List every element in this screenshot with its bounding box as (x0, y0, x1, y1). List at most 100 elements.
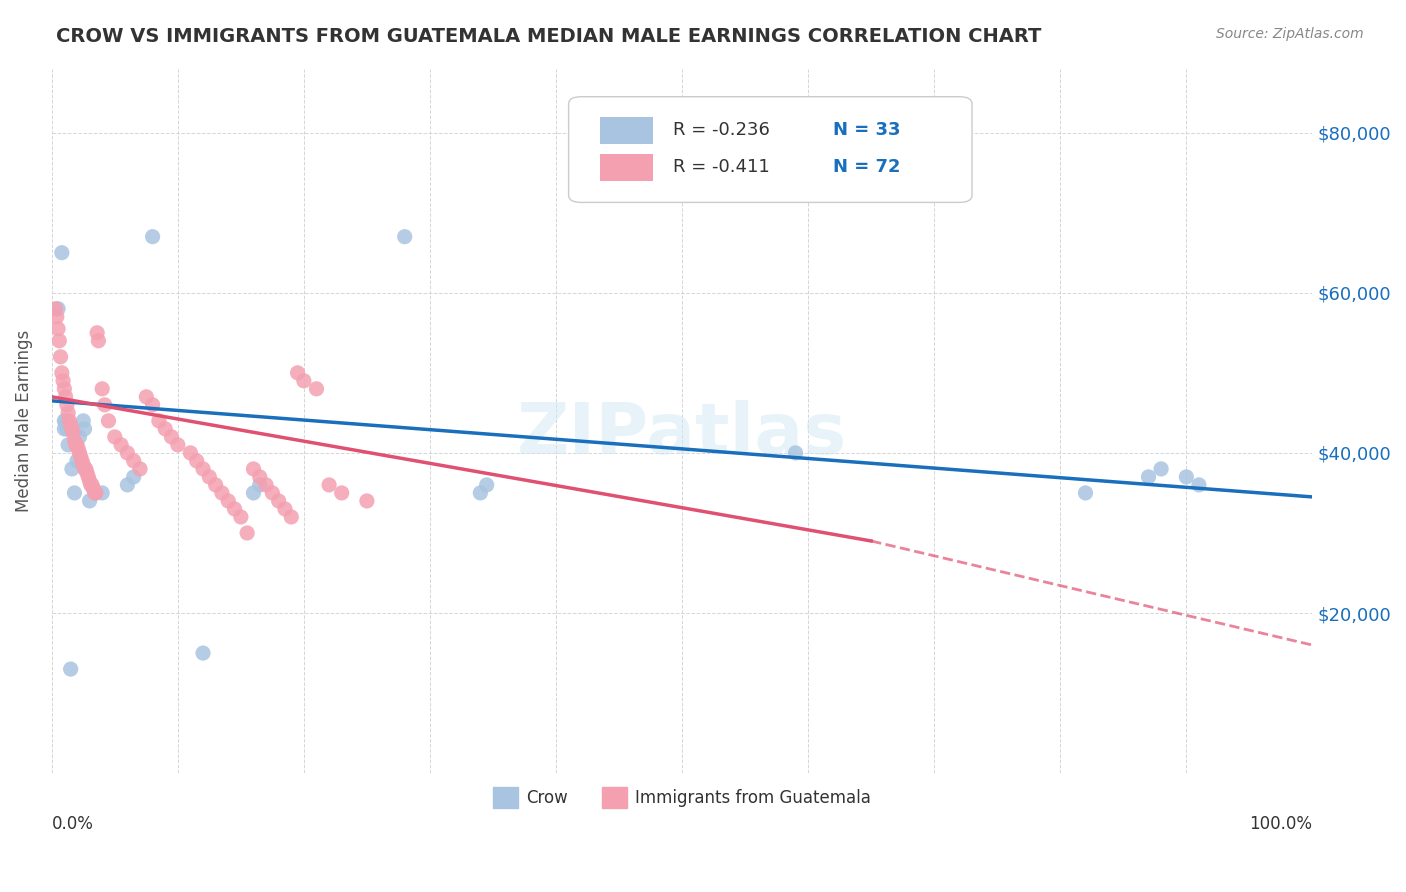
Point (236, 525, 259, 540)
Point (84, 486, 107, 500)
Point (242, 462, 264, 476)
Point (72, 458, 94, 472)
Point (198, 470, 221, 484)
Point (75, 462, 97, 476)
Point (72, 414, 94, 428)
Point (186, 454, 208, 468)
Point (73, 462, 96, 476)
Point (356, 494, 378, 508)
Point (129, 462, 152, 476)
Point (53, 414, 76, 428)
Point (46, 322, 69, 336)
Point (254, 478, 277, 492)
Point (1137, 470, 1160, 484)
Point (224, 502, 246, 516)
Point (191, 646, 214, 660)
Point (394, 229, 416, 244)
Point (274, 502, 297, 516)
Point (318, 478, 340, 492)
Point (91, 486, 114, 500)
Point (79, 494, 101, 508)
FancyBboxPatch shape (568, 96, 972, 202)
Point (191, 462, 214, 476)
Point (122, 454, 145, 468)
Point (76, 466, 98, 480)
Point (87, 334, 110, 348)
Point (60, 422, 83, 436)
Point (217, 494, 239, 508)
Point (155, 422, 177, 436)
Point (45, 310, 67, 324)
Point (229, 510, 252, 524)
Legend: Crow, Immigrants from Guatemala: Crow, Immigrants from Guatemala (486, 780, 877, 814)
Point (179, 446, 201, 460)
Point (56, 438, 79, 452)
Point (262, 486, 284, 500)
Point (91, 382, 114, 396)
Point (70, 454, 93, 468)
Point (55, 390, 77, 404)
Point (79, 474, 101, 488)
Point (56, 398, 79, 412)
Point (77, 470, 100, 484)
Point (83, 486, 105, 500)
Point (53, 382, 76, 396)
Text: Source: ZipAtlas.com: Source: ZipAtlas.com (1216, 27, 1364, 41)
Point (117, 446, 139, 460)
Point (267, 494, 290, 508)
Point (330, 486, 353, 500)
Point (66, 454, 89, 468)
Point (80, 478, 103, 492)
Point (249, 478, 271, 492)
Point (117, 478, 139, 492)
FancyBboxPatch shape (600, 117, 652, 144)
Point (69, 450, 91, 464)
Point (86, 326, 108, 340)
Point (242, 486, 264, 500)
Text: N = 72: N = 72 (834, 158, 901, 177)
Y-axis label: Median Male Earnings: Median Male Earnings (15, 330, 32, 512)
Point (67, 442, 90, 456)
Point (470, 486, 492, 500)
Point (204, 478, 226, 492)
Point (69, 446, 91, 460)
Point (51, 245, 73, 260)
Text: R = -0.236: R = -0.236 (673, 120, 770, 139)
Point (1074, 486, 1097, 500)
Point (104, 430, 127, 444)
Point (148, 414, 170, 428)
Point (53, 422, 76, 436)
Point (65, 438, 87, 452)
Point (160, 430, 183, 444)
Text: CROW VS IMMIGRANTS FROM GUATEMALA MEDIAN MALE EARNINGS CORRELATION CHART: CROW VS IMMIGRANTS FROM GUATEMALA MEDIAN… (56, 27, 1042, 45)
Point (69, 430, 91, 444)
Point (63, 486, 86, 500)
Point (305, 382, 328, 396)
Point (1175, 470, 1198, 484)
FancyBboxPatch shape (600, 154, 652, 181)
Text: 100.0%: 100.0% (1250, 815, 1312, 833)
Point (211, 486, 233, 500)
Point (60, 462, 83, 476)
Point (97, 414, 120, 428)
Point (135, 390, 157, 404)
Point (166, 438, 188, 452)
Point (49, 350, 72, 364)
Point (59, 417, 82, 432)
Point (287, 366, 309, 380)
Point (73, 422, 96, 436)
Text: N = 33: N = 33 (834, 120, 901, 139)
Point (785, 446, 807, 460)
Point (63, 434, 86, 448)
Point (142, 229, 165, 244)
Point (475, 478, 498, 492)
Point (66, 438, 89, 452)
Point (82, 482, 104, 496)
Point (1188, 478, 1211, 492)
Point (280, 510, 302, 524)
Point (56, 406, 79, 420)
Point (56, 422, 79, 436)
Point (46, 301, 69, 316)
Text: 0.0%: 0.0% (52, 815, 94, 833)
Point (59, 662, 82, 676)
